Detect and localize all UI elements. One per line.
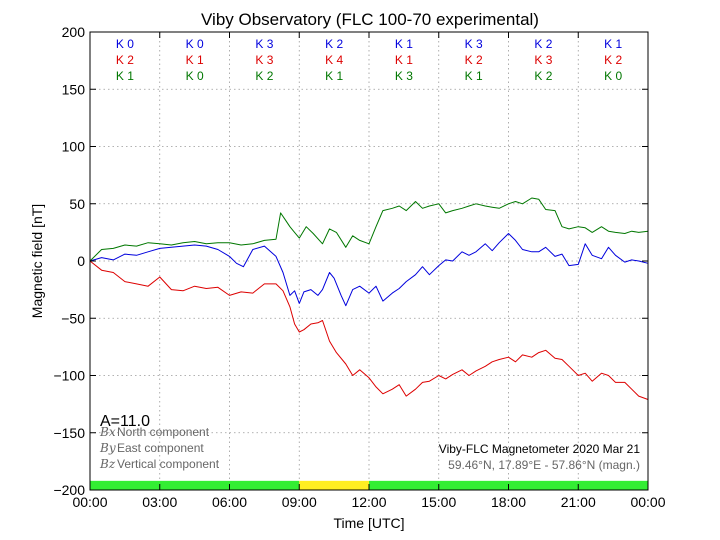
info-line-1: Viby-FLC Magnetometer 2020 Mar 21 — [439, 442, 641, 456]
y-tick-label: −200 — [53, 482, 85, 498]
k-index-vertical: K 0 — [186, 69, 204, 83]
x-tick-label: 21:00 — [561, 494, 596, 510]
y-tick-label: −150 — [53, 425, 85, 441]
k-index-vertical: K 0 — [604, 69, 622, 83]
k-index-vertical: K 3 — [395, 69, 413, 83]
legend-symbol: Bz — [99, 457, 116, 471]
tick-labels: 00:00 03:00 06:00 09:00 12:00 15:00 18:00 21:00… — [53, 24, 665, 510]
k-index-vertical: K 1 — [116, 69, 134, 83]
x-tick-label: 00:00 — [72, 494, 107, 510]
k-index-east: K 1 — [395, 53, 413, 67]
activity-segment — [90, 480, 300, 490]
legend-label: East component — [117, 441, 204, 455]
k-index-north: K 2 — [534, 37, 552, 51]
x-tick-label: 15:00 — [421, 494, 456, 510]
k-index-north: K 0 — [186, 37, 204, 51]
x-tick-label: 00:00 — [630, 494, 665, 510]
y-tick-label: 100 — [62, 139, 86, 155]
k-index-north: K 3 — [465, 37, 483, 51]
k-index-east: K 3 — [534, 53, 552, 67]
activity-segment — [299, 480, 369, 490]
y-tick-label: 150 — [62, 81, 86, 97]
axis-ticks — [89, 31, 649, 491]
x-tick-label: 03:00 — [142, 494, 177, 510]
k-index-north: K 1 — [395, 37, 413, 51]
legend-symbol: Bx — [99, 425, 116, 439]
k-index-east: K 2 — [465, 53, 483, 67]
y-tick-label: 0 — [77, 253, 85, 269]
k-index-north: K 3 — [255, 37, 273, 51]
k-index-north: K 0 — [116, 37, 134, 51]
k-index-layer: K 0 K 0 K 3 K 2 K 1 K 3 K 2 K 1 K 2 K 1 K 3 K 4 K 1 K… — [116, 37, 623, 83]
series-line-3 — [89, 197, 649, 262]
k-index-east: K 2 — [116, 53, 134, 67]
k-index-north: K 2 — [325, 37, 343, 51]
legend-label: North component — [117, 425, 210, 439]
k-index-east: K 2 — [604, 53, 622, 67]
k-index-east: K 4 — [325, 53, 343, 67]
k-index-vertical: K 1 — [325, 69, 343, 83]
legend-symbol: By — [99, 441, 116, 455]
y-tick-label: 200 — [62, 24, 86, 40]
x-tick-label: 09:00 — [282, 494, 317, 510]
k-index-east: K 1 — [186, 53, 204, 67]
x-tick-label: 06:00 — [212, 494, 247, 510]
x-axis-label: Time [UTC] — [333, 515, 404, 531]
k-index-east: K 3 — [255, 53, 273, 67]
series-line-1 — [89, 233, 649, 307]
series-layer — [89, 197, 649, 400]
y-axis-label: Magnetic field [nT] — [29, 204, 45, 318]
k-index-vertical: K 2 — [534, 69, 552, 83]
y-tick-label: 50 — [69, 196, 85, 212]
k-index-vertical: K 2 — [255, 69, 273, 83]
k-index-north: K 1 — [604, 37, 622, 51]
a-index-annotation: A=11.0 — [100, 413, 150, 430]
x-tick-label: 12:00 — [351, 494, 386, 510]
grid-lines — [90, 32, 648, 490]
legend-label: Vertical component — [117, 457, 220, 471]
k-index-vertical: K 1 — [465, 69, 483, 83]
y-tick-label: −50 — [61, 310, 85, 326]
x-tick-label: 18:00 — [491, 494, 526, 510]
series-line-2 — [89, 260, 649, 400]
y-tick-label: −100 — [53, 368, 85, 384]
chart-title: Viby Observatory (FLC 100-70 experimenta… — [201, 10, 539, 29]
info-line-2: 59.46°N, 17.89°E - 57.86°N (magn.) — [448, 458, 640, 472]
